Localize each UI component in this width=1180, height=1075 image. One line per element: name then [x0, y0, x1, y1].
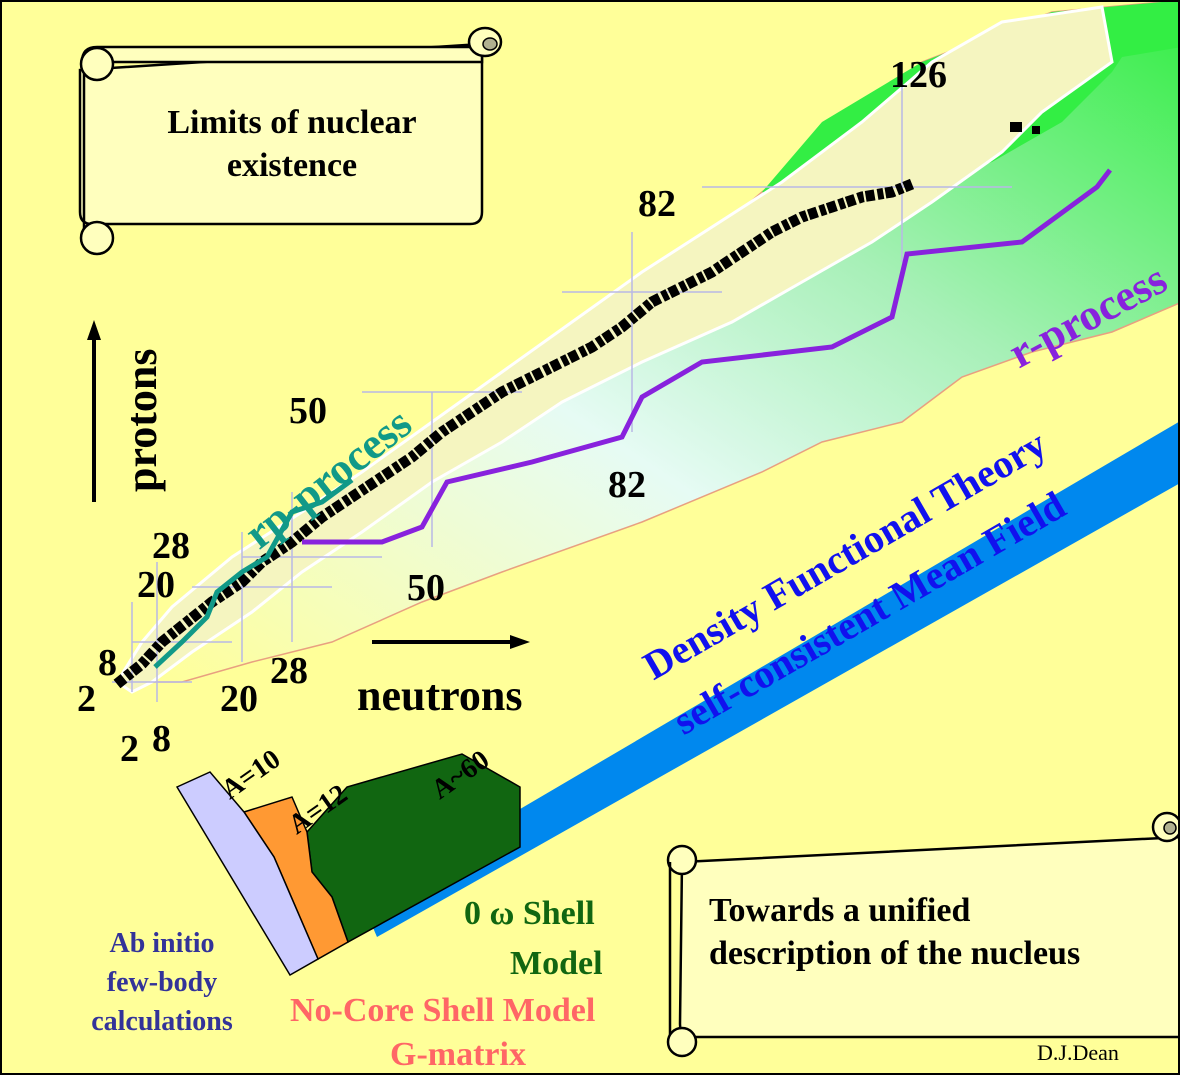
ncsm-line2: G-matrix — [390, 1036, 526, 1073]
magic-neutron-20: 20 — [220, 678, 258, 720]
ncsm-line1: No-Core Shell Model — [290, 992, 596, 1029]
magic-neutron-2: 2 — [120, 728, 139, 770]
ab-initio-block — [175, 771, 319, 977]
protons-arrow — [87, 320, 101, 502]
protons-label: protons — [117, 348, 166, 492]
scroll-top-line2: existence — [226, 146, 358, 184]
magic-neutron-126: 126 — [890, 54, 947, 96]
isolated-nuclei-1 — [1010, 122, 1022, 132]
magic-proton-2: 2 — [77, 678, 96, 720]
scroll-bottom-line1: Towards a unified — [709, 892, 971, 929]
neutrons-label: neutrons — [357, 671, 523, 720]
neutrons-arrow — [372, 635, 530, 649]
isolated-nuclei-2 — [1032, 126, 1040, 134]
scroll-top-title: Limits of nuclear existence — [112, 102, 472, 187]
ab-initio-line3: calculations — [91, 1006, 233, 1037]
credit-label: D.J.Dean — [1037, 1040, 1119, 1065]
scroll-top-line1: Limits of nuclear — [167, 104, 417, 141]
scroll-bottom-title: Towards a unified description of the nuc… — [687, 890, 1178, 975]
magic-neutron-28: 28 — [270, 650, 308, 692]
magic-proton-20: 20 — [137, 564, 175, 606]
magic-proton-28: 28 — [152, 525, 190, 567]
dft-band — [362, 422, 1178, 937]
magic-neutron-82: 82 — [608, 464, 646, 506]
r-process-line — [302, 168, 1112, 545]
shell-model-line1: 0 ω Shell — [464, 895, 595, 932]
magic-neutron-8: 8 — [152, 718, 171, 760]
ab-initio-line2: few-body — [106, 967, 218, 998]
scroll-bottom-line2: description of the nucleus — [709, 934, 1081, 972]
scroll-bottom — [666, 811, 1178, 1058]
ab-initio-line1: Ab initio — [109, 928, 215, 959]
bound-nuclei-band — [114, 5, 1114, 694]
rp-process-line — [153, 477, 354, 669]
magic-proton-82: 82 — [638, 183, 676, 225]
magic-proton-8: 8 — [98, 642, 117, 684]
shell-model-line2: Model — [510, 945, 603, 982]
stable-nuclei-staircase — [113, 178, 915, 689]
magic-proton-50: 50 — [289, 390, 327, 432]
magic-neutron-50: 50 — [407, 567, 445, 609]
scroll-top — [78, 26, 503, 256]
